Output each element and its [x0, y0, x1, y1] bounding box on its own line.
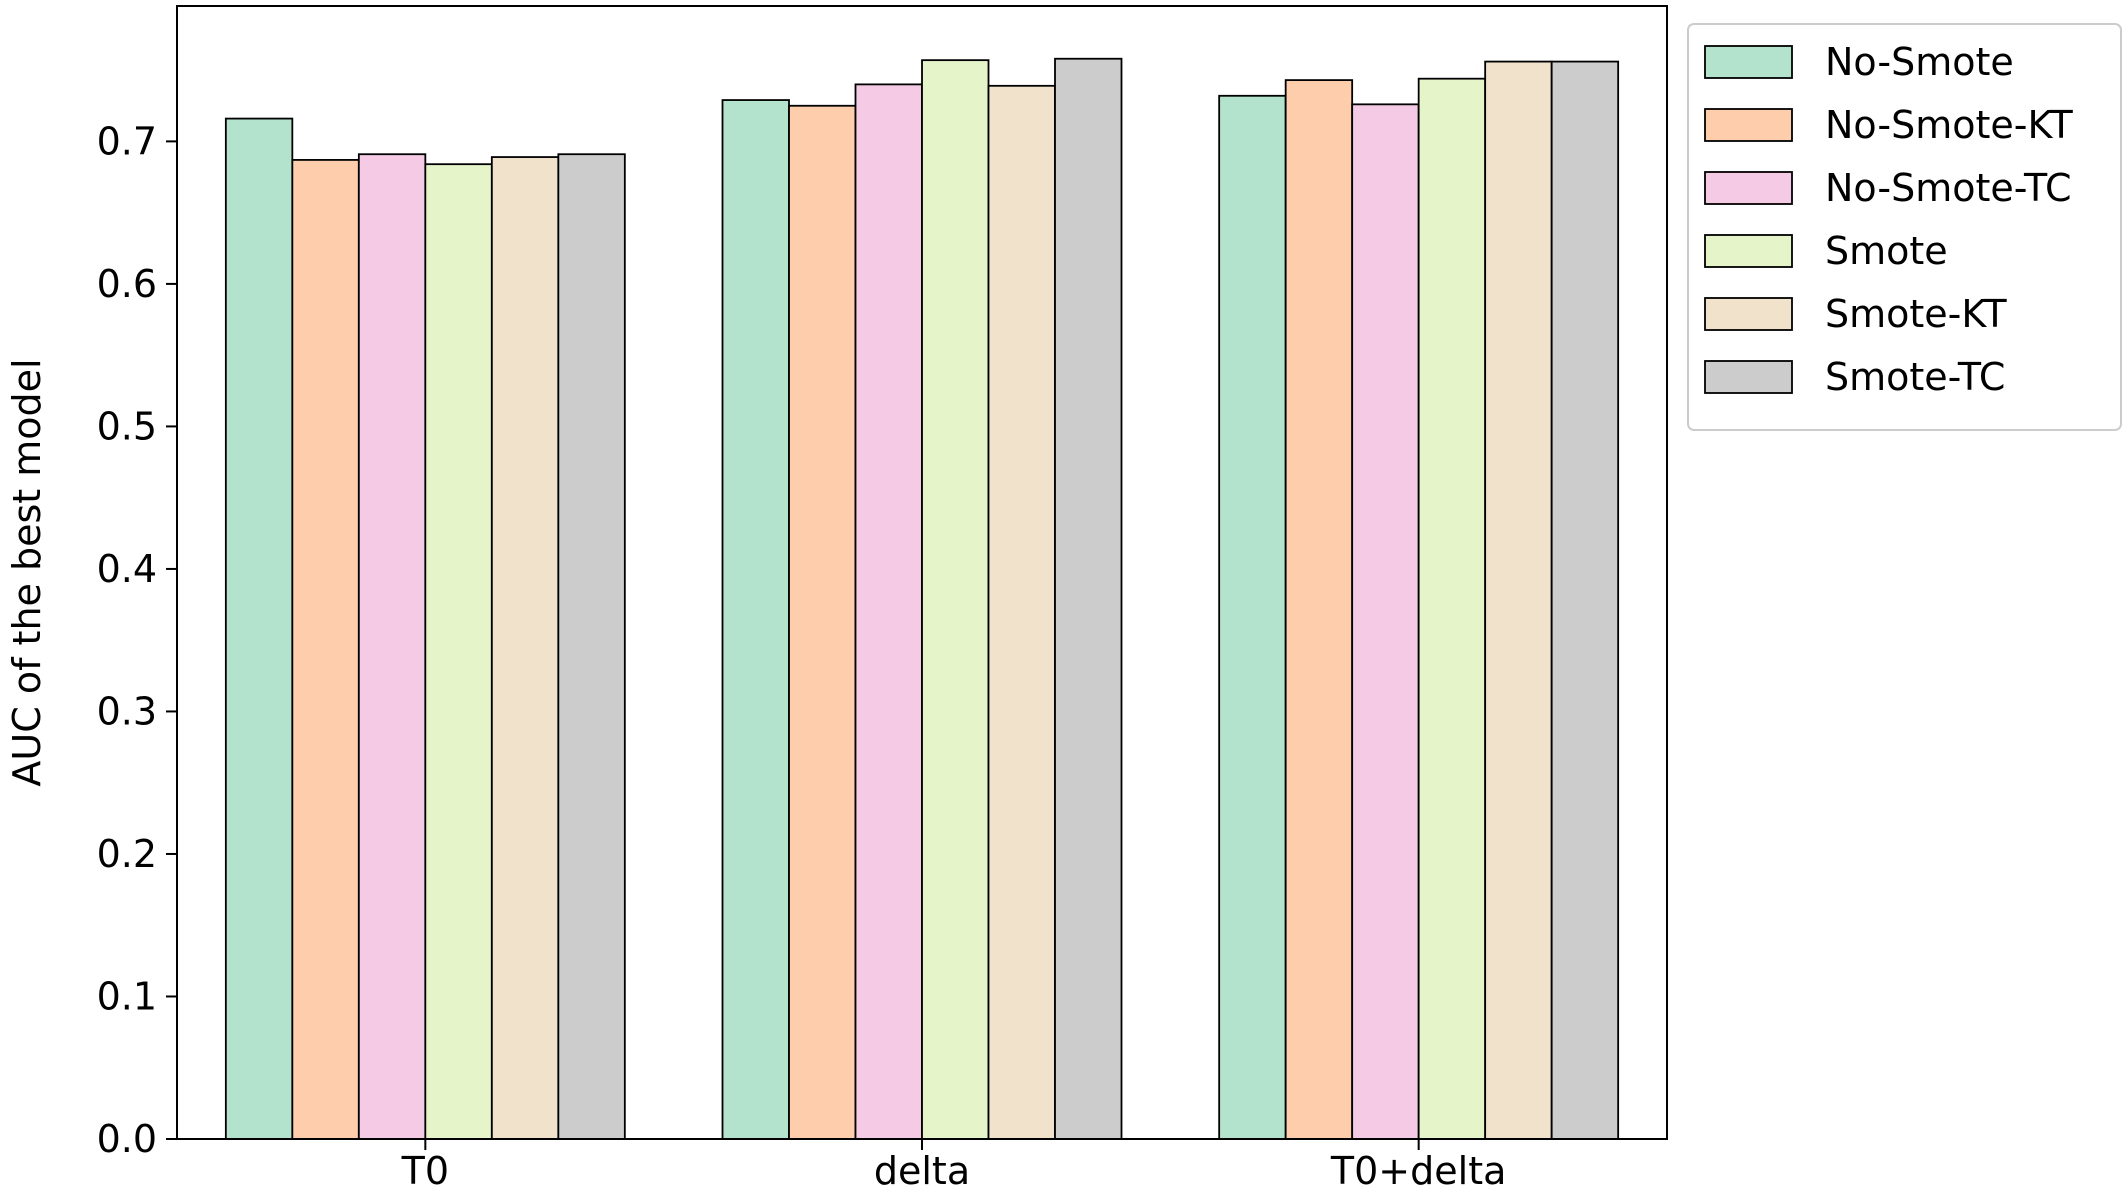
bar-no-smote-kt-t0: [291, 159, 360, 1140]
bars-layer: [224, 57, 1620, 1140]
legend-label: No-Smote: [1825, 40, 2014, 84]
y-tick-label: 0.6: [97, 262, 157, 306]
y-axis-label: AUC of the best model: [5, 358, 49, 786]
x-axis: T0 delta T0+delta: [401, 1139, 1506, 1193]
legend-swatch: [1704, 171, 1793, 205]
y-tick-label: 0.3: [97, 689, 157, 733]
bar-no-smote-tc-delta: [854, 83, 923, 1140]
bar-no-smote-tc-t0: [357, 153, 427, 1140]
bar-no-smote-delta: [721, 99, 790, 1140]
legend: No-Smote No-Smote-KT No-Smote-TC Smote Smote…: [1687, 23, 2122, 431]
legend-label: No-Smote-TC: [1825, 166, 2072, 210]
bar-no-smote-tc-t0+delta: [1351, 103, 1420, 1140]
bar-no-smote-t0: [224, 117, 294, 1140]
legend-swatch: [1704, 297, 1793, 331]
bar-smote-t0: [424, 163, 493, 1140]
legend-label: Smote-KT: [1825, 292, 2007, 336]
legend-label: No-Smote-KT: [1825, 103, 2073, 147]
y-tick-label: 0.1: [97, 974, 157, 1018]
bar-no-smote-kt-t0+delta: [1284, 79, 1354, 1140]
bar-smote-kt-t0: [490, 156, 560, 1140]
bar-no-smote-kt-delta: [788, 104, 857, 1140]
legend-label: Smote: [1825, 229, 1948, 273]
bar-smote-t0+delta: [1417, 77, 1487, 1140]
x-tick-label: T0+delta: [1330, 1149, 1506, 1193]
y-tick-label: 0.7: [97, 119, 157, 163]
y-tick-label: 0.4: [97, 547, 157, 591]
y-tick-label: 0.0: [97, 1117, 157, 1161]
legend-swatch: [1704, 360, 1793, 394]
legend-label: Smote-TC: [1825, 355, 2005, 399]
bar-smote-delta: [921, 59, 990, 1140]
x-tick-label: delta: [874, 1149, 970, 1193]
legend-swatch: [1704, 234, 1793, 268]
y-axis: 0.0 0.1 0.2 0.3 0.4 0.5 0.6 0.7: [97, 119, 177, 1161]
bar-smote-tc-delta: [1054, 57, 1123, 1140]
bar-no-smote-t0+delta: [1218, 94, 1287, 1140]
bar-smote-tc-t0: [557, 153, 626, 1140]
legend-swatch: [1704, 45, 1793, 79]
y-tick-label: 0.5: [97, 404, 157, 448]
y-tick-label: 0.2: [97, 832, 157, 876]
legend-box: [1687, 23, 2122, 431]
legend-swatch: [1704, 108, 1793, 142]
x-tick-label: T0: [401, 1149, 449, 1193]
bar-smote-kt-delta: [987, 84, 1056, 1140]
bar-smote-kt-t0+delta: [1484, 60, 1553, 1140]
bar-smote-tc-t0+delta: [1550, 60, 1620, 1140]
